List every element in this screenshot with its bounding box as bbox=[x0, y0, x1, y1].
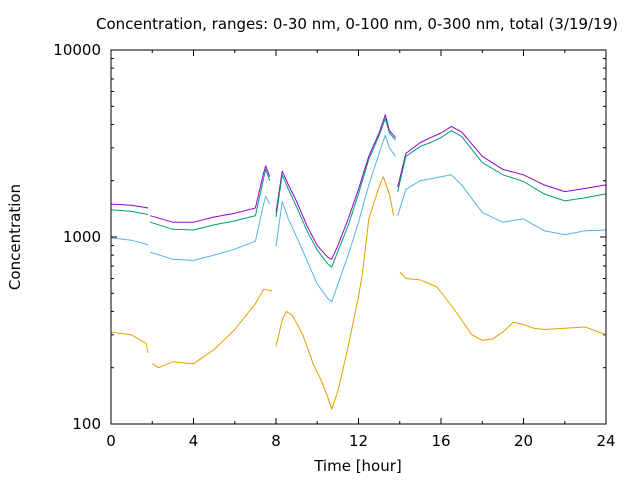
plot-frame bbox=[110, 49, 607, 425]
series-1 bbox=[110, 114, 607, 260]
series-3 bbox=[110, 134, 607, 303]
x-tick-label: 8 bbox=[271, 432, 281, 450]
x-tick-label: 20 bbox=[514, 432, 533, 450]
y-axis-label: Concentration bbox=[6, 184, 24, 290]
x-tick-label: 16 bbox=[431, 432, 450, 450]
y-tick-label: 1000 bbox=[63, 228, 101, 246]
series-2-line bbox=[397, 130, 607, 202]
y-tick-label: 100 bbox=[72, 415, 101, 433]
series-2-line bbox=[110, 209, 149, 215]
series-1-line bbox=[110, 203, 149, 209]
series-2-line bbox=[150, 168, 271, 231]
series-1-line bbox=[275, 114, 396, 260]
series-4-line bbox=[152, 288, 272, 369]
series-2-line bbox=[275, 118, 396, 268]
x-tick-label: 4 bbox=[189, 432, 199, 450]
chart-title: Concentration, ranges: 0-30 nm, 0-100 nm… bbox=[96, 15, 618, 33]
series-2 bbox=[110, 118, 607, 268]
y-tick-label: 10000 bbox=[53, 41, 101, 59]
series-1-line bbox=[397, 126, 607, 193]
series-3-line bbox=[110, 237, 149, 246]
series-3-line bbox=[397, 174, 607, 236]
series-4-line bbox=[275, 176, 395, 410]
series-4-line bbox=[110, 331, 149, 354]
series-3-line bbox=[150, 195, 271, 261]
x-tick-label: 12 bbox=[349, 432, 368, 450]
x-tick-label: 0 bbox=[106, 432, 116, 450]
x-axis-label: Time [hour] bbox=[313, 457, 402, 475]
series-4-line bbox=[399, 271, 607, 341]
series-4 bbox=[110, 176, 607, 410]
x-tick-label: 24 bbox=[596, 432, 615, 450]
axes: 0 4 8 12 16 20 24 100 1000 10000 bbox=[53, 41, 615, 450]
series-3-line bbox=[275, 134, 397, 303]
series-layer bbox=[110, 114, 607, 410]
series-1-line bbox=[150, 165, 271, 223]
